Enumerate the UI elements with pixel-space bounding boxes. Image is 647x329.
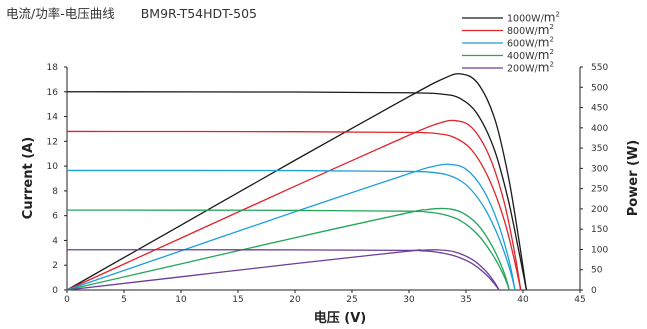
y2-tick-label: 550 [591, 63, 608, 73]
y2-tick-label: 50 [591, 266, 603, 276]
y2-axis-title: Power (W) [626, 140, 641, 216]
y2-tick-label: 450 [591, 104, 608, 114]
pv-curve-1000 [66, 73, 528, 291]
y-tick-label: 18 [47, 63, 59, 73]
y2-tick-label: 400 [591, 124, 608, 134]
series-layer [66, 73, 528, 291]
y2-tick-label: 100 [591, 245, 608, 255]
x-tick-label: 45 [574, 295, 585, 305]
y2-tick-label: 350 [591, 144, 608, 154]
iv-curve-200 [66, 249, 500, 291]
x-tick-label: 5 [121, 295, 127, 305]
x-tick-label: 10 [175, 295, 187, 305]
chart-title: 电流/功率-电压曲线 BM9R-T54HDT-505 [6, 3, 257, 22]
y-tick-label: 16 [47, 88, 59, 98]
axes: 0 5 10 15 20 25 30 35 40 450246810121416180501001… [47, 63, 609, 305]
pv-curve-200 [66, 249, 500, 291]
pv-curve-400 [66, 207, 510, 291]
y-tick-label: 10 [47, 162, 59, 172]
legend-label-400: 400W/m2 [507, 48, 554, 62]
x-tick-label: 30 [403, 295, 415, 305]
y-tick-label: 2 [52, 261, 58, 271]
y2-tick-label: 200 [591, 205, 608, 215]
chart-subtitle: BM9R-T54HDT-505 [140, 6, 258, 21]
y2-tick-label: 150 [591, 225, 608, 235]
iv-curve-1000 [66, 91, 528, 291]
legend-label-800: 800W/m2 [507, 23, 554, 37]
pv-curve-600 [66, 163, 516, 291]
x-tick-label: 15 [232, 295, 243, 305]
y-tick-label: 0 [52, 286, 58, 296]
x-tick-label: 40 [517, 295, 529, 305]
y2-tick-label: 0 [591, 286, 597, 296]
y2-tick-label: 500 [591, 83, 608, 93]
y-tick-label: 14 [47, 113, 59, 123]
y-tick-label: 4 [52, 236, 58, 246]
x-axis-title: 电压 (V) [314, 310, 366, 326]
x-tick-label: 35 [460, 295, 471, 305]
y-tick-label: 6 [52, 212, 58, 222]
iv-curve-800 [66, 130, 522, 291]
legend-label-600: 600W/m2 [507, 36, 554, 50]
iv-curve-400 [66, 209, 510, 291]
y2-tick-label: 300 [591, 164, 608, 174]
legend-label-200: 200W/m2 [507, 61, 554, 75]
y2-tick-label: 250 [591, 185, 608, 195]
y-tick-label: 8 [52, 187, 58, 197]
x-tick-label: 20 [289, 295, 301, 305]
legend-label-1000: 1000W/m2 [507, 11, 560, 25]
chart-title-text: 电流/功率-电压曲线 [6, 6, 115, 21]
y-tick-label: 12 [47, 137, 58, 147]
x-tick-label: 0 [64, 295, 70, 305]
iv-curve-600 [66, 169, 516, 291]
y-axis-title: Current (A) [21, 137, 36, 219]
x-tick-label: 25 [346, 295, 357, 305]
pv-curve-800 [66, 119, 522, 291]
